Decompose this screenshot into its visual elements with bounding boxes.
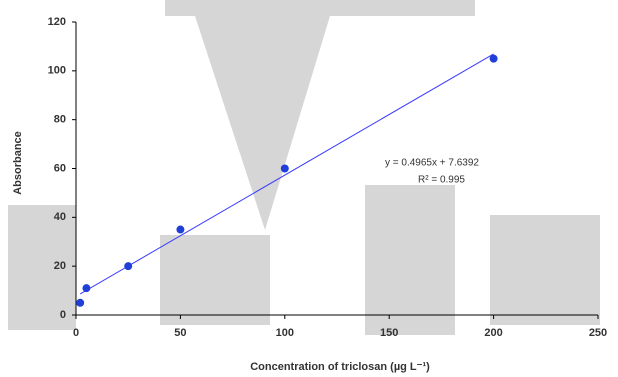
data-point — [489, 54, 498, 63]
watermark — [8, 0, 600, 335]
watermark-shape — [195, 16, 330, 230]
data-point — [76, 298, 85, 307]
x-tick-label: 100 — [276, 327, 294, 339]
trendline — [79, 53, 494, 295]
trendline-equation: y = 0.4965x + 7.6392 — [385, 158, 479, 169]
y-tick-label: 20 — [54, 260, 66, 272]
watermark-shape — [160, 235, 270, 325]
trendline-r2: R² = 0.995 — [418, 175, 465, 186]
data-point — [124, 262, 133, 271]
data-point — [82, 284, 91, 293]
data-point — [176, 225, 185, 234]
y-tick-label: 60 — [54, 162, 66, 174]
y-tick-label: 0 — [60, 309, 66, 321]
x-tick-label: 150 — [380, 327, 398, 339]
y-tick-label: 80 — [54, 114, 66, 126]
data-point — [280, 164, 289, 173]
x-tick-label: 0 — [73, 327, 79, 339]
x-tick-label: 250 — [589, 327, 607, 339]
watermark-strip — [165, 0, 475, 16]
x-tick-label: 200 — [484, 327, 502, 339]
y-tick-label: 100 — [48, 65, 66, 77]
x-tick-label: 50 — [174, 327, 186, 339]
y-tick-label: 120 — [48, 16, 66, 28]
y-tick-label: 40 — [54, 211, 66, 223]
watermark-shape — [365, 185, 455, 335]
x-axis-title: Concentration of triclosan (µg L⁻¹) — [250, 361, 430, 373]
watermark-shape — [8, 205, 76, 330]
watermark-shape — [490, 215, 600, 325]
y-axis-title: Absorbance — [12, 131, 24, 195]
